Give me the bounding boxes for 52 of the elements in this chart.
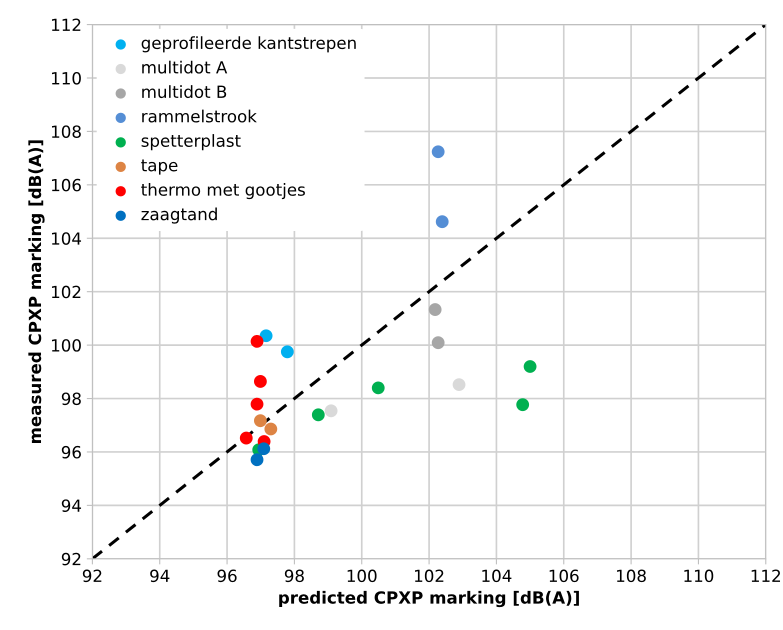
point [260, 329, 273, 342]
point [524, 360, 536, 373]
y-tick-label: 108 [52, 125, 81, 138]
point [436, 215, 449, 228]
x-tick-label: 108 [617, 570, 646, 582]
legend-label: tape [141, 160, 178, 175]
point [254, 375, 267, 388]
point [312, 408, 325, 422]
y-tick-label: 94 [62, 499, 82, 512]
x-axis-title: predicted CPXP marking [dB(A)] [279, 590, 579, 608]
y-tick-label: 104 [52, 232, 82, 245]
point [324, 404, 338, 418]
x-tick-label: 100 [348, 570, 377, 582]
y-tick-label: 96 [62, 446, 81, 459]
point [240, 432, 253, 444]
point [250, 398, 264, 411]
x-tick-label: 98 [284, 570, 304, 582]
x-tick-label: 94 [150, 570, 170, 582]
point [257, 442, 270, 456]
y-tick-label: 110 [52, 72, 81, 85]
x-tick-label: 106 [550, 570, 579, 582]
y-tick-label: 112 [52, 18, 80, 31]
legend-label: zaagtand [141, 207, 217, 224]
point [432, 145, 445, 158]
legend-label: thermo met gootjes [141, 183, 305, 200]
point [264, 422, 278, 436]
legend-label: multidot B [142, 85, 226, 98]
y-tick-label: 102 [52, 286, 80, 298]
legend-label: geprofileerde kantstrepen [142, 36, 356, 52]
y-axis-title: measured CPXP marking [dB(A)] [28, 140, 45, 444]
point [428, 303, 442, 316]
y-tick-label: 92 [62, 552, 80, 566]
point [280, 345, 294, 358]
x-tick-label: 112 [752, 570, 780, 582]
x-tick-label: 92 [82, 570, 102, 582]
x-tick-label: 110 [684, 570, 714, 582]
y-tick-label: 100 [52, 339, 81, 352]
point [250, 453, 264, 466]
y-tick-label: 98 [62, 392, 81, 406]
point [452, 378, 466, 392]
legend-label: rammelstrook [142, 110, 257, 123]
x-tick-label: 96 [218, 570, 237, 582]
point [516, 398, 530, 412]
point [372, 381, 385, 394]
legend-label: spetterplast [142, 134, 241, 150]
legend-label: multidot A [142, 60, 228, 74]
x-tick-label: 104 [482, 570, 512, 582]
point [432, 336, 445, 350]
point [254, 414, 267, 428]
y-tick-label: 106 [52, 178, 81, 192]
x-tick-label: 102 [415, 570, 444, 582]
point [250, 334, 264, 348]
